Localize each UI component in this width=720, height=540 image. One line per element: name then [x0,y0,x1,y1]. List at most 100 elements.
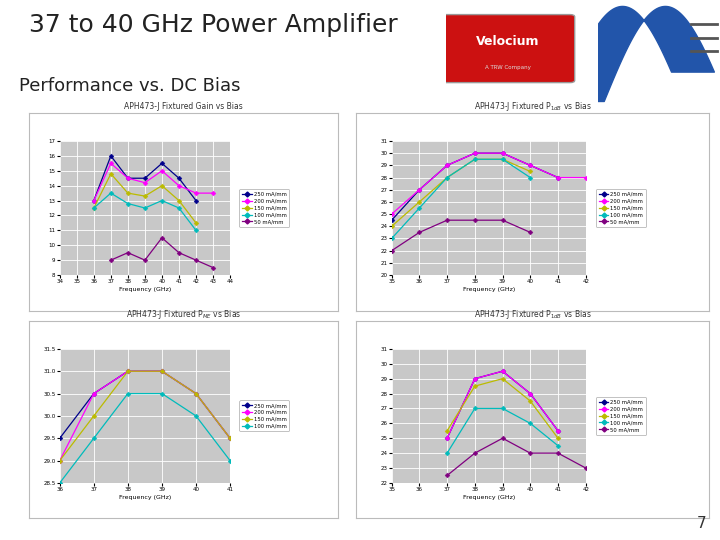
200 mA/mm [140,179,149,186]
FancyBboxPatch shape [441,15,575,83]
250 mA/mm [415,186,424,193]
Text: Velocium: Velocium [477,35,540,48]
Line: 100 mA/mm: 100 mA/mm [446,407,559,455]
150 mA/mm [124,190,132,197]
50 mA/mm [175,249,184,256]
200 mA/mm [526,390,535,397]
150 mA/mm [192,390,200,397]
X-axis label: Frequency (GHz): Frequency (GHz) [462,287,515,292]
50 mA/mm [192,257,200,264]
200 mA/mm [158,167,166,174]
250 mA/mm [89,197,98,204]
200 mA/mm [175,183,184,189]
100 mA/mm [225,457,234,464]
150 mA/mm [124,368,132,374]
Line: 150 mA/mm: 150 mA/mm [390,158,532,228]
200 mA/mm [124,175,132,181]
100 mA/mm [526,420,535,427]
100 mA/mm [192,413,200,419]
250 mA/mm [471,150,480,157]
X-axis label: Frequency (GHz): Frequency (GHz) [462,495,515,500]
Text: A TRW Company: A TRW Company [485,65,531,70]
50 mA/mm [443,217,451,224]
200 mA/mm [124,368,132,374]
150 mA/mm [443,174,451,181]
Legend: 250 mA/mm, 200 mA/mm, 150 mA/mm, 100 mA/mm, 50 mA/mm: 250 mA/mm, 200 mA/mm, 150 mA/mm, 100 mA/… [240,189,289,227]
100 mA/mm [89,205,98,211]
200 mA/mm [107,160,115,166]
Line: 50 mA/mm: 50 mA/mm [390,219,532,252]
50 mA/mm [209,265,217,271]
200 mA/mm [89,390,98,397]
50 mA/mm [158,234,166,241]
250 mA/mm [526,162,535,168]
50 mA/mm [471,450,480,456]
250 mA/mm [107,153,115,159]
50 mA/mm [526,229,535,235]
250 mA/mm [498,150,507,157]
Line: 100 mA/mm: 100 mA/mm [92,191,198,232]
200 mA/mm [443,162,451,168]
50 mA/mm [498,435,507,442]
50 mA/mm [526,450,535,456]
Line: 250 mA/mm: 250 mA/mm [390,151,559,222]
250 mA/mm [124,368,132,374]
100 mA/mm [443,450,451,456]
Title: APH473-J Fixtured Gain vs Bias: APH473-J Fixtured Gain vs Bias [125,102,243,111]
50 mA/mm [471,217,480,224]
100 mA/mm [471,156,480,163]
Line: 150 mA/mm: 150 mA/mm [58,369,232,462]
Line: 50 mA/mm: 50 mA/mm [446,436,588,477]
200 mA/mm [415,186,424,193]
150 mA/mm [498,156,507,163]
Line: 200 mA/mm: 200 mA/mm [390,151,588,216]
100 mA/mm [443,174,451,181]
150 mA/mm [471,383,480,389]
150 mA/mm [89,205,98,211]
150 mA/mm [387,223,396,230]
150 mA/mm [526,398,535,404]
Text: 37 to 40 GHz Power Amplifier: 37 to 40 GHz Power Amplifier [29,12,397,37]
250 mA/mm [554,428,562,434]
100 mA/mm [140,205,149,211]
100 mA/mm [498,405,507,411]
100 mA/mm [554,442,562,449]
150 mA/mm [443,428,451,434]
100 mA/mm [192,227,200,234]
Line: 200 mA/mm: 200 mA/mm [58,369,232,462]
50 mA/mm [443,472,451,479]
Legend: 250 mA/mm, 200 mA/mm, 150 mA/mm, 100 mA/mm, 50 mA/mm: 250 mA/mm, 200 mA/mm, 150 mA/mm, 100 mA/… [596,189,646,227]
250 mA/mm [140,175,149,181]
250 mA/mm [526,390,535,397]
Line: 50 mA/mm: 50 mA/mm [109,236,215,269]
250 mA/mm [124,175,132,181]
Legend: 250 mA/mm, 200 mA/mm, 150 mA/mm, 100 mA/mm, 50 mA/mm: 250 mA/mm, 200 mA/mm, 150 mA/mm, 100 mA/… [596,397,646,435]
150 mA/mm [140,193,149,199]
250 mA/mm [89,390,98,397]
Line: 100 mA/mm: 100 mA/mm [58,392,232,485]
50 mA/mm [498,217,507,224]
200 mA/mm [471,150,480,157]
50 mA/mm [140,257,149,264]
250 mA/mm [175,175,184,181]
250 mA/mm [55,435,64,442]
Line: 100 mA/mm: 100 mA/mm [390,158,532,240]
150 mA/mm [554,435,562,442]
Legend: 250 mA/mm, 200 mA/mm, 150 mA/mm, 100 mA/mm: 250 mA/mm, 200 mA/mm, 150 mA/mm, 100 mA/… [240,401,289,431]
100 mA/mm [387,235,396,242]
200 mA/mm [498,368,507,374]
200 mA/mm [209,190,217,197]
100 mA/mm [55,480,64,486]
Line: 250 mA/mm: 250 mA/mm [92,154,198,202]
150 mA/mm [158,183,166,189]
150 mA/mm [526,168,535,175]
250 mA/mm [471,375,480,382]
50 mA/mm [554,450,562,456]
200 mA/mm [498,150,507,157]
150 mA/mm [415,199,424,205]
Line: 200 mA/mm: 200 mA/mm [446,369,559,440]
X-axis label: Frequency (GHz): Frequency (GHz) [119,495,171,500]
200 mA/mm [158,368,166,374]
Title: APH473-J Fixtured P$_{ME}$ vs Bias: APH473-J Fixtured P$_{ME}$ vs Bias [126,308,241,321]
200 mA/mm [526,162,535,168]
